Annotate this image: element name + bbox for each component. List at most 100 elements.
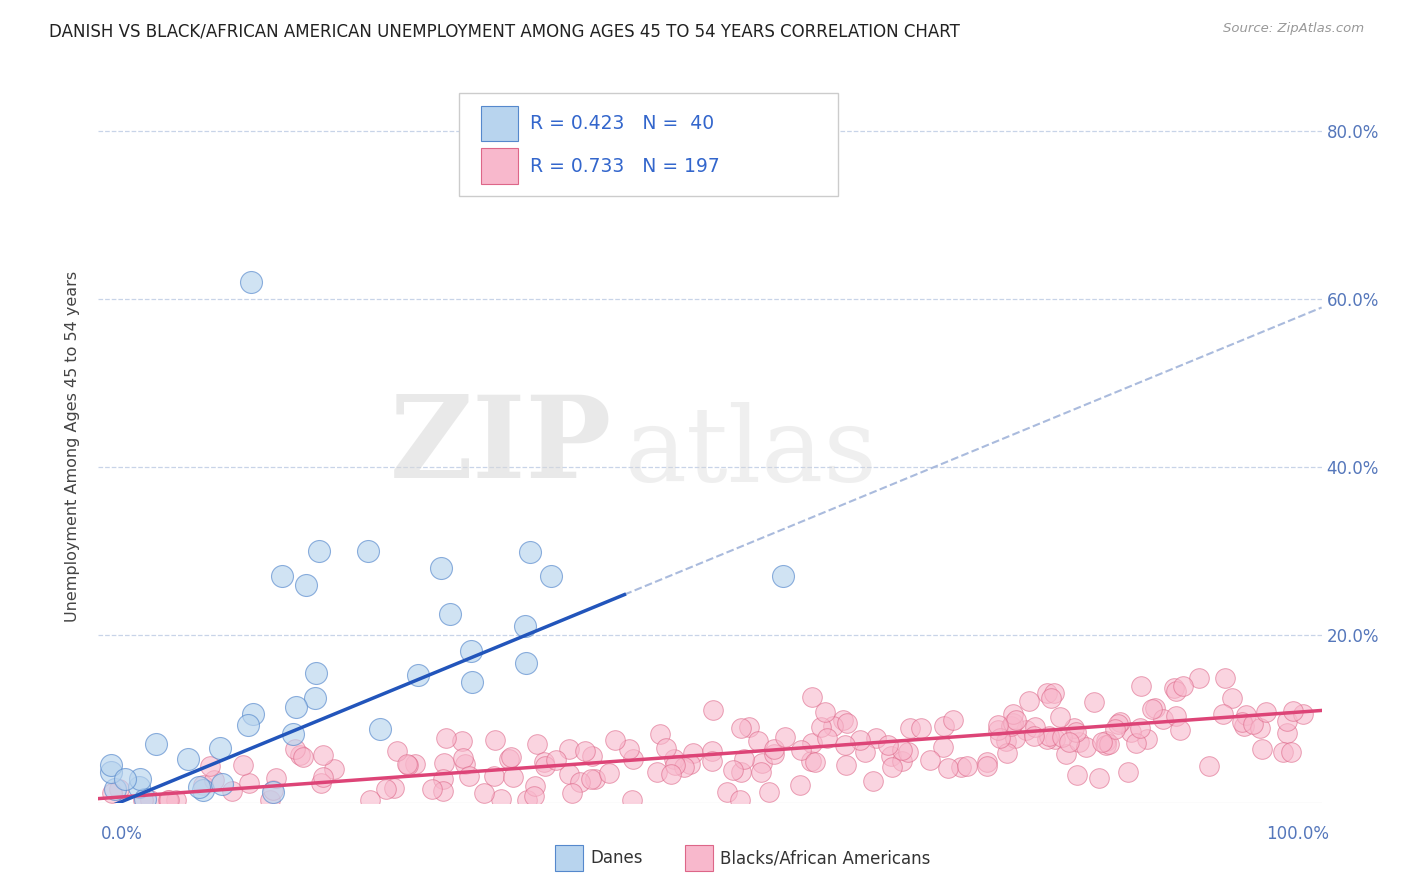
Point	[749, 764, 772, 779]
Point	[1166, 684, 1188, 698]
Point	[430, 560, 453, 574]
Point	[208, 740, 231, 755]
Point	[1066, 768, 1088, 782]
Point	[673, 760, 696, 774]
Y-axis label: Unemployment Among Ages 45 to 54 years: Unemployment Among Ages 45 to 54 years	[65, 270, 80, 622]
Text: Blacks/African Americans: Blacks/African Americans	[720, 849, 931, 867]
Point	[114, 772, 136, 786]
Point	[956, 758, 979, 772]
Point	[664, 758, 686, 772]
Point	[356, 544, 378, 558]
Point	[558, 767, 581, 781]
Point	[198, 759, 221, 773]
Point	[540, 569, 562, 583]
Point	[569, 774, 592, 789]
Point	[1119, 725, 1142, 739]
Point	[853, 745, 876, 759]
Point	[654, 741, 676, 756]
Point	[1279, 745, 1302, 759]
Point	[987, 718, 1010, 732]
Point	[801, 735, 824, 749]
Point	[304, 690, 326, 705]
Point	[583, 772, 606, 787]
Bar	[481, 105, 517, 141]
Point	[104, 782, 127, 797]
Point	[1083, 695, 1105, 709]
Point	[821, 719, 844, 733]
Point	[434, 731, 457, 746]
Point	[1213, 671, 1236, 685]
Point	[751, 756, 773, 771]
Point	[439, 607, 461, 622]
Point	[1015, 723, 1038, 737]
Point	[1024, 729, 1046, 743]
Point	[1251, 741, 1274, 756]
Point	[284, 742, 307, 756]
Point	[534, 759, 557, 773]
Point	[385, 744, 408, 758]
Point	[1212, 707, 1234, 722]
Point	[1036, 686, 1059, 700]
Point	[502, 770, 524, 784]
Point	[834, 739, 856, 753]
Point	[129, 772, 152, 786]
Point	[472, 786, 495, 800]
Point	[920, 753, 942, 767]
Point	[211, 776, 233, 790]
Point	[949, 760, 972, 774]
Point	[202, 772, 225, 787]
Text: ZIP: ZIP	[389, 391, 612, 501]
Point	[516, 793, 538, 807]
Point	[987, 723, 1010, 737]
Point	[100, 812, 122, 826]
Point	[262, 783, 284, 797]
Point	[1220, 691, 1243, 706]
Point	[1230, 714, 1253, 729]
Text: R = 0.733   N = 197: R = 0.733 N = 197	[530, 157, 720, 176]
Point	[976, 758, 998, 772]
Point	[762, 747, 785, 762]
Point	[865, 731, 887, 745]
Point	[132, 793, 155, 807]
Point	[682, 746, 704, 760]
Point	[1281, 704, 1303, 718]
Point	[138, 793, 160, 807]
Point	[308, 544, 330, 558]
Point	[995, 734, 1018, 748]
Point	[1054, 747, 1077, 761]
Point	[432, 784, 454, 798]
Point	[193, 778, 215, 792]
Point	[1188, 671, 1211, 685]
Point	[772, 569, 794, 583]
Point	[679, 756, 702, 771]
Point	[1039, 691, 1062, 706]
Point	[1094, 734, 1116, 748]
Point	[1050, 730, 1073, 744]
Point	[659, 767, 682, 781]
Point	[309, 776, 332, 790]
Point	[800, 754, 823, 768]
Point	[1234, 708, 1257, 723]
Point	[1063, 721, 1085, 735]
Point	[1001, 707, 1024, 722]
Point	[188, 780, 211, 794]
Point	[242, 707, 264, 722]
Point	[1087, 772, 1109, 786]
Point	[290, 747, 312, 762]
Point	[1292, 707, 1315, 722]
Point	[420, 781, 443, 796]
Point	[1018, 694, 1040, 708]
Point	[266, 771, 288, 785]
Point	[621, 793, 644, 807]
Point	[662, 752, 685, 766]
Point	[1042, 685, 1064, 699]
Point	[995, 746, 1018, 760]
Point	[645, 765, 668, 780]
Point	[285, 699, 308, 714]
Point	[533, 755, 555, 769]
Point	[700, 755, 723, 769]
Point	[1074, 739, 1097, 754]
Point	[382, 781, 405, 796]
Point	[270, 569, 294, 583]
Point	[375, 782, 398, 797]
